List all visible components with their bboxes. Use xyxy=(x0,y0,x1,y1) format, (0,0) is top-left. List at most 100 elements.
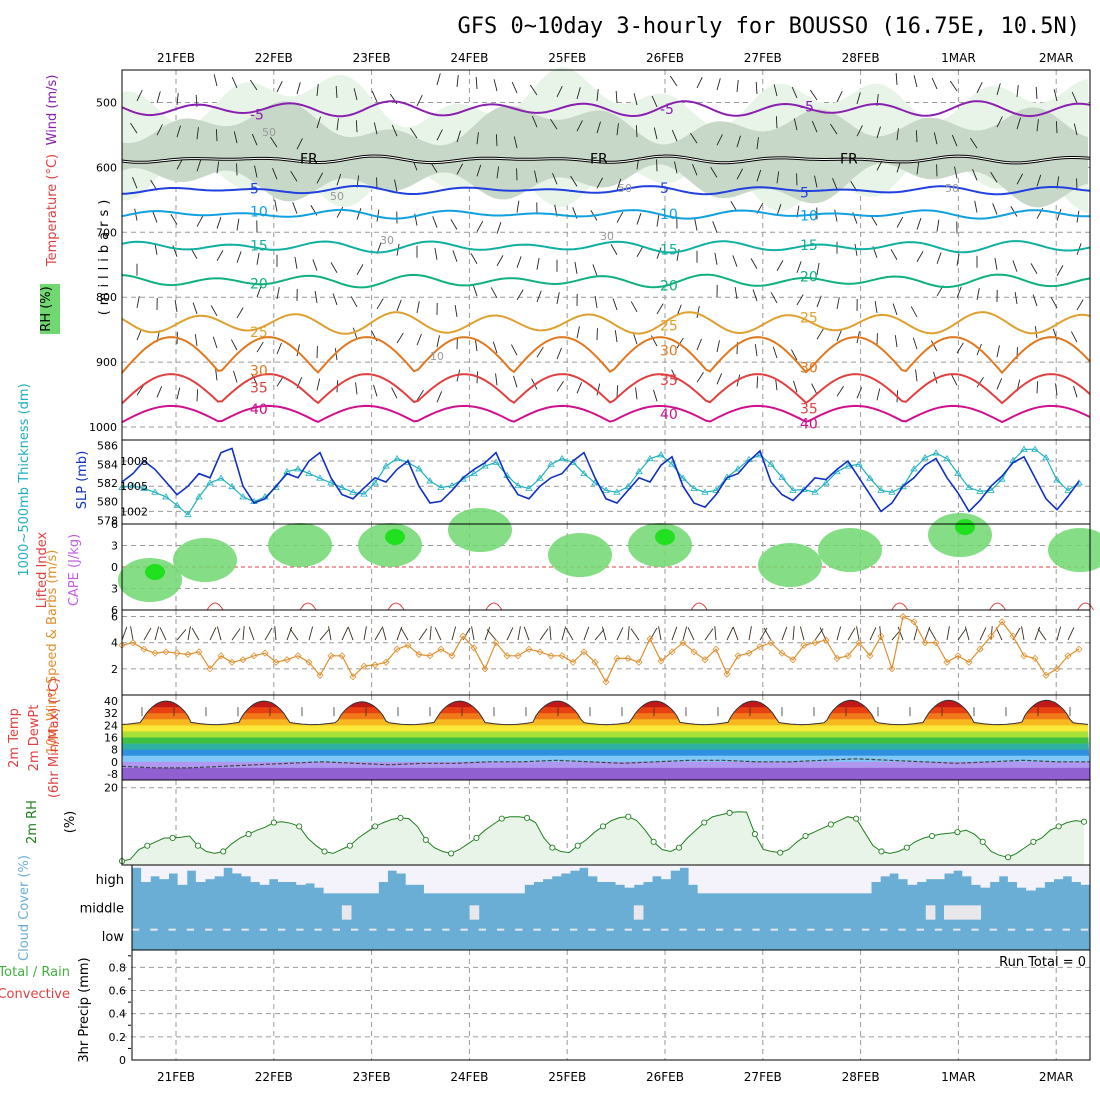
li-tick-label: 3 xyxy=(111,583,118,596)
upper-wind-barb xyxy=(316,172,324,184)
wind10m-barb xyxy=(836,626,842,641)
day-label-bottom: 27FEB xyxy=(744,1070,782,1084)
upper-wind-barb xyxy=(274,199,278,212)
thickness-point xyxy=(206,479,214,486)
pressure-tick-label: 800 xyxy=(96,291,117,304)
pressure-tick-label: 500 xyxy=(96,96,117,109)
upper-wind-barb xyxy=(630,301,638,313)
rh2m-fill xyxy=(122,811,1084,865)
wind10m-barb xyxy=(957,628,967,641)
isotherm-40 xyxy=(121,404,1091,424)
rh-shade-green xyxy=(818,528,882,572)
upper-wind-barb xyxy=(416,390,424,401)
upper-wind-barb xyxy=(1073,123,1078,136)
wind10m-barb xyxy=(627,626,630,641)
upper-wind-barb xyxy=(793,380,798,393)
rh2m-point xyxy=(422,836,429,843)
cloud-high-gap xyxy=(925,865,936,880)
upper-wind-barb xyxy=(136,89,143,102)
upper-wind-barb xyxy=(576,382,583,394)
wind-tick-label: 2 xyxy=(111,663,118,676)
cloud-high-gap xyxy=(360,865,370,894)
upper-wind-barb xyxy=(176,387,181,400)
thickness-point xyxy=(547,460,555,467)
wind10m-barb xyxy=(517,626,521,641)
isotherm-fr-core xyxy=(121,155,1091,164)
wind10m-point xyxy=(921,639,929,647)
upper-wind-barb xyxy=(376,298,384,310)
wind10m-barb xyxy=(328,626,332,641)
wind10m-point xyxy=(613,654,621,662)
isotherm-label-30: 30 xyxy=(250,363,268,379)
cloud-high-gap xyxy=(697,865,708,894)
upper-wind-barb xyxy=(276,342,282,355)
thickness-point xyxy=(943,454,951,462)
upper-wind-barb xyxy=(336,118,339,131)
wind10m-speed-line xyxy=(121,615,1080,684)
wind10m-barb xyxy=(209,627,217,641)
temp-tick-label: 8 xyxy=(111,744,118,757)
upper-wind-barb xyxy=(712,221,718,233)
thickness-point xyxy=(129,481,137,489)
wind10m-point xyxy=(954,652,962,660)
cloud-high-gap xyxy=(798,865,808,894)
isotherm-label-5: 5 xyxy=(660,181,669,197)
rh-shade-green xyxy=(268,523,332,567)
wind10m-point xyxy=(492,639,500,647)
wind10m-label: 10m Wind Speed & Barbs (m/s) xyxy=(45,550,60,755)
upper-wind-barb xyxy=(770,292,778,304)
cloud-high-gap xyxy=(725,865,735,894)
rh2m-point xyxy=(625,813,632,820)
upper-wind-barb xyxy=(832,178,838,190)
wind10m-point xyxy=(635,658,643,666)
thickness-point xyxy=(426,477,434,484)
thickness-point xyxy=(305,469,313,476)
wind10m-barb xyxy=(176,629,187,641)
upper-wind-barb xyxy=(576,326,580,339)
upper-wind-barb xyxy=(454,305,458,318)
rh-shade-green xyxy=(758,543,822,587)
thickness-tick-label: 584 xyxy=(97,458,118,471)
wind10m-point xyxy=(1031,654,1039,662)
thickness-point xyxy=(327,479,335,486)
cloud-high-gap xyxy=(478,865,489,894)
upper-wind-barb xyxy=(856,125,863,137)
wind10m-point xyxy=(844,652,852,660)
li-bump xyxy=(485,602,503,611)
upper-wind-barb xyxy=(936,219,940,232)
rh-shade-green xyxy=(358,523,422,567)
upper-wind-barb xyxy=(996,83,1001,96)
wind10m-point xyxy=(547,652,555,660)
cloud-high-gap xyxy=(688,865,699,885)
upper-wind-barb xyxy=(233,131,238,144)
upper-wind-barb xyxy=(192,302,198,315)
upper-wind-barb xyxy=(270,136,278,148)
upper-wind-barb xyxy=(476,164,482,177)
upper-wind-barb xyxy=(196,215,204,227)
isotherm-label--5: -5 xyxy=(800,100,814,116)
wind10m-barb xyxy=(484,626,491,641)
upper-wind-barb xyxy=(510,344,518,356)
li-bump xyxy=(299,602,317,611)
cloud-high-gap xyxy=(323,865,334,894)
upper-wind-barb xyxy=(696,306,700,319)
upper-wind-barb xyxy=(272,168,278,180)
upper-wind-barb xyxy=(791,86,798,99)
upper-wind-barb xyxy=(474,339,478,352)
upper-wind-barb xyxy=(756,376,759,389)
upper-wind-barb xyxy=(534,170,538,183)
upper-wind-barb xyxy=(1030,263,1038,274)
wind10m-point xyxy=(327,652,335,660)
wind10m-point xyxy=(756,643,764,651)
precip-ylabel: 3hr Precip (mm) xyxy=(77,957,92,1062)
upper-wind-barb xyxy=(949,80,958,92)
upper-wind-barb xyxy=(475,76,478,89)
cloud-high-gap xyxy=(1080,865,1091,885)
cloud-high-gap xyxy=(469,865,480,894)
cloud-middle-gap xyxy=(925,905,936,920)
upper-wind-barb xyxy=(1053,89,1058,102)
cloud-high-gap xyxy=(852,865,863,894)
rh-contour-label: 30 xyxy=(380,234,394,247)
cloud-high-gap xyxy=(825,865,836,894)
thickness-point xyxy=(470,469,478,476)
